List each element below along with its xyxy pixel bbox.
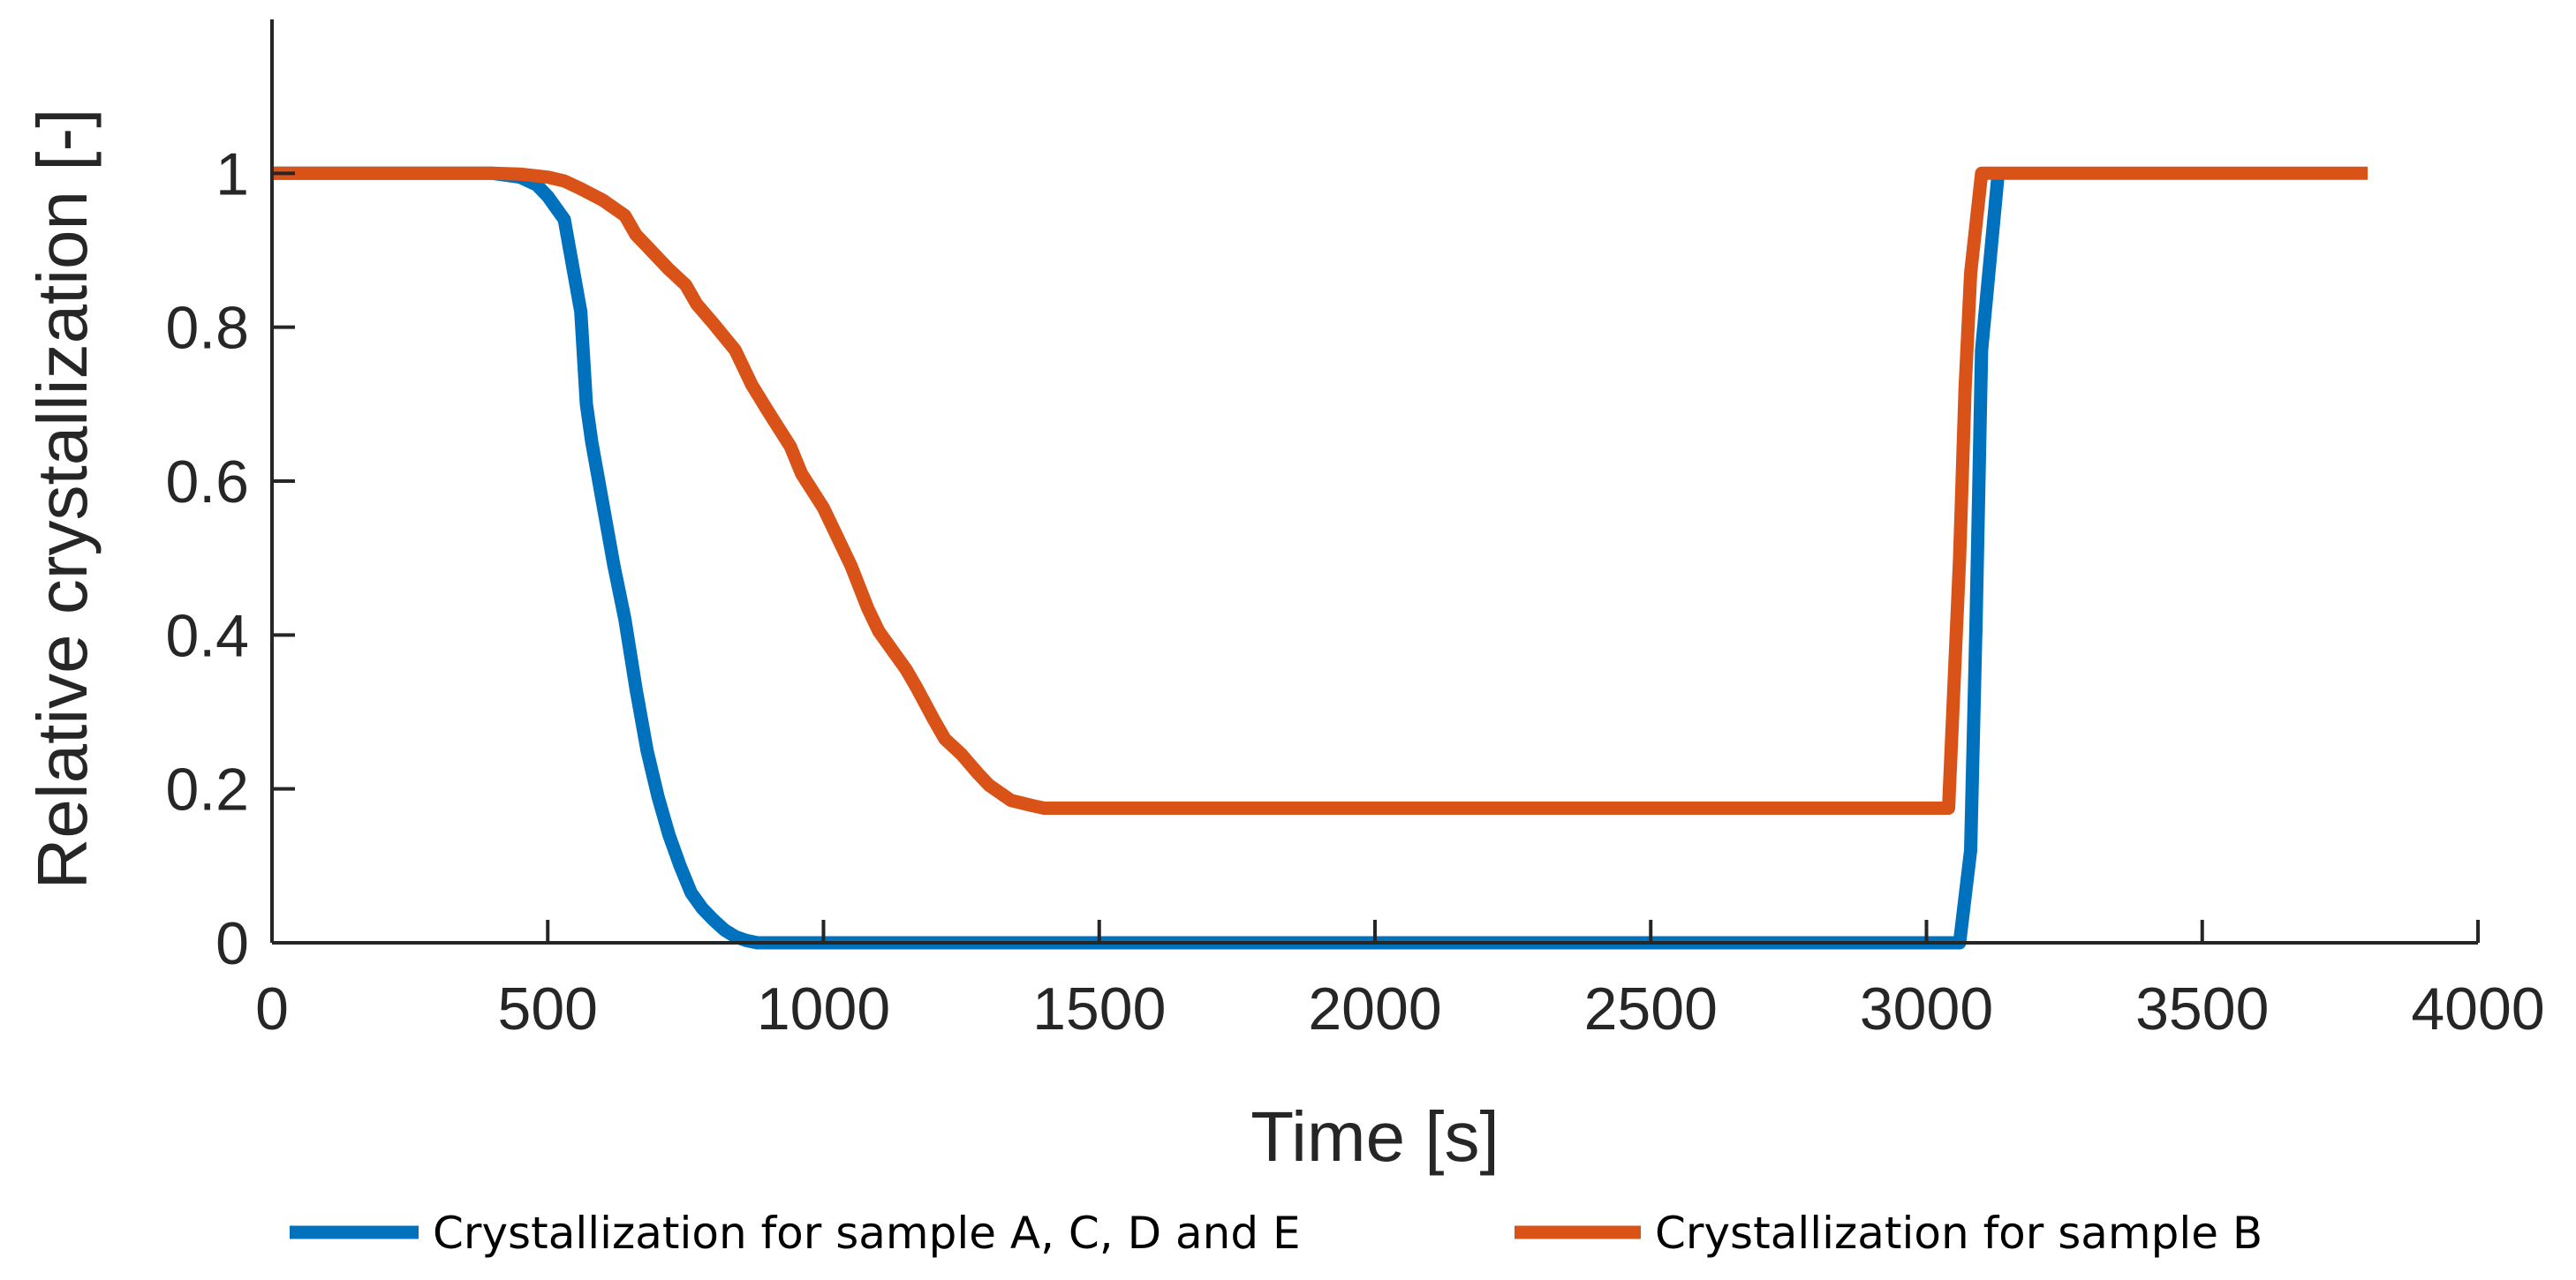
x-tick-label: 4000 xyxy=(2411,975,2544,1043)
y-tick-label: 0 xyxy=(215,910,249,977)
y-tick-label: 0.2 xyxy=(165,757,249,824)
x-tick-label: 2500 xyxy=(1584,975,1718,1043)
x-tick-label: 1000 xyxy=(757,975,890,1043)
series-line-sample-acde xyxy=(272,166,2006,950)
y-tick-label: 0.6 xyxy=(165,448,249,516)
x-axis-title: Time [s] xyxy=(1250,1097,1499,1176)
y-tick-label: 0.8 xyxy=(165,295,249,362)
x-tick-label: 2000 xyxy=(1308,975,1441,1043)
legend-label-sample-acde: Crystallization for sample A, C, D and E xyxy=(433,1208,1301,1259)
legend-label-sample-b: Crystallization for sample B xyxy=(1655,1208,2262,1259)
legend: Crystallization for sample A, C, D and E… xyxy=(290,1208,2262,1259)
y-tick-label: 1 xyxy=(215,140,249,207)
x-tick-label: 3500 xyxy=(2135,975,2269,1043)
x-tick-label: 1500 xyxy=(1032,975,1166,1043)
series-line-sample-b xyxy=(272,166,2368,815)
y-axis-title: Relative crystallization [-] xyxy=(23,109,102,890)
series-layer xyxy=(272,166,2368,950)
y-tick-label: 0.4 xyxy=(165,602,249,669)
ticks: 0 500 1000 1500 2000 2500 3000 3500 4000 0 0.2 0.4 0… xyxy=(165,140,2544,1043)
x-tick-label: 0 xyxy=(255,975,289,1043)
x-tick-label: 3000 xyxy=(1860,975,1993,1043)
x-tick-label: 500 xyxy=(498,975,598,1043)
